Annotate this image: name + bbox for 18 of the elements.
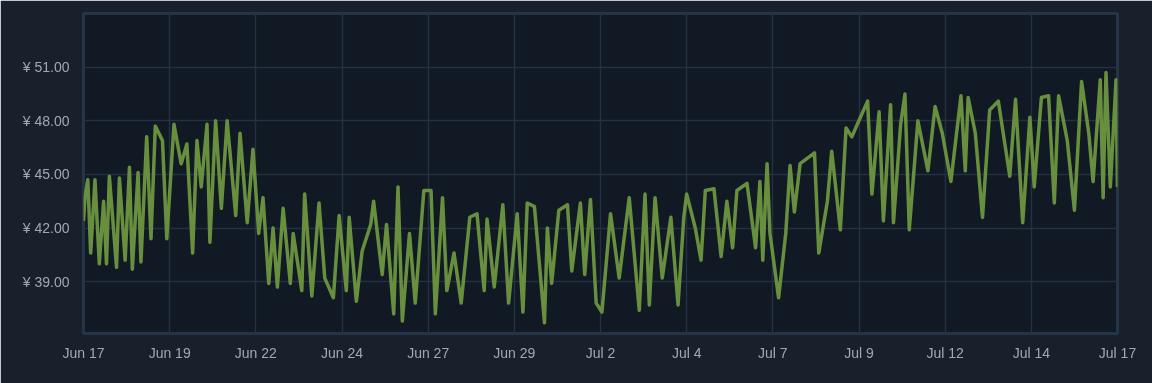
x-tick-label: Jun 29: [493, 344, 536, 361]
y-tick-label: ¥ 45.00: [21, 166, 70, 183]
x-tick-label: Jul 2: [585, 344, 616, 361]
x-tick-label: Jun 27: [407, 344, 450, 361]
x-tick-label: Jul 7: [758, 344, 788, 361]
y-tick-label: ¥ 39.00: [21, 273, 70, 290]
y-tick-label: ¥ 48.00: [21, 112, 70, 129]
x-tick-label: Jun 24: [320, 344, 364, 361]
x-tick-label: Jun 22: [234, 344, 278, 361]
y-tick-label: ¥ 51.00: [21, 59, 70, 76]
x-tick-label: Jun 17: [62, 344, 105, 361]
x-tick-label: Jul 17: [1098, 344, 1137, 361]
x-tick-label: Jul 12: [926, 344, 965, 361]
x-tick-label: Jul 9: [844, 344, 874, 361]
x-tick-label: Jun 19: [148, 344, 191, 361]
y-tick-label: ¥ 42.00: [21, 220, 70, 237]
x-tick-label: Jul 14: [1012, 344, 1051, 361]
x-tick-label: Jul 4: [671, 344, 702, 361]
